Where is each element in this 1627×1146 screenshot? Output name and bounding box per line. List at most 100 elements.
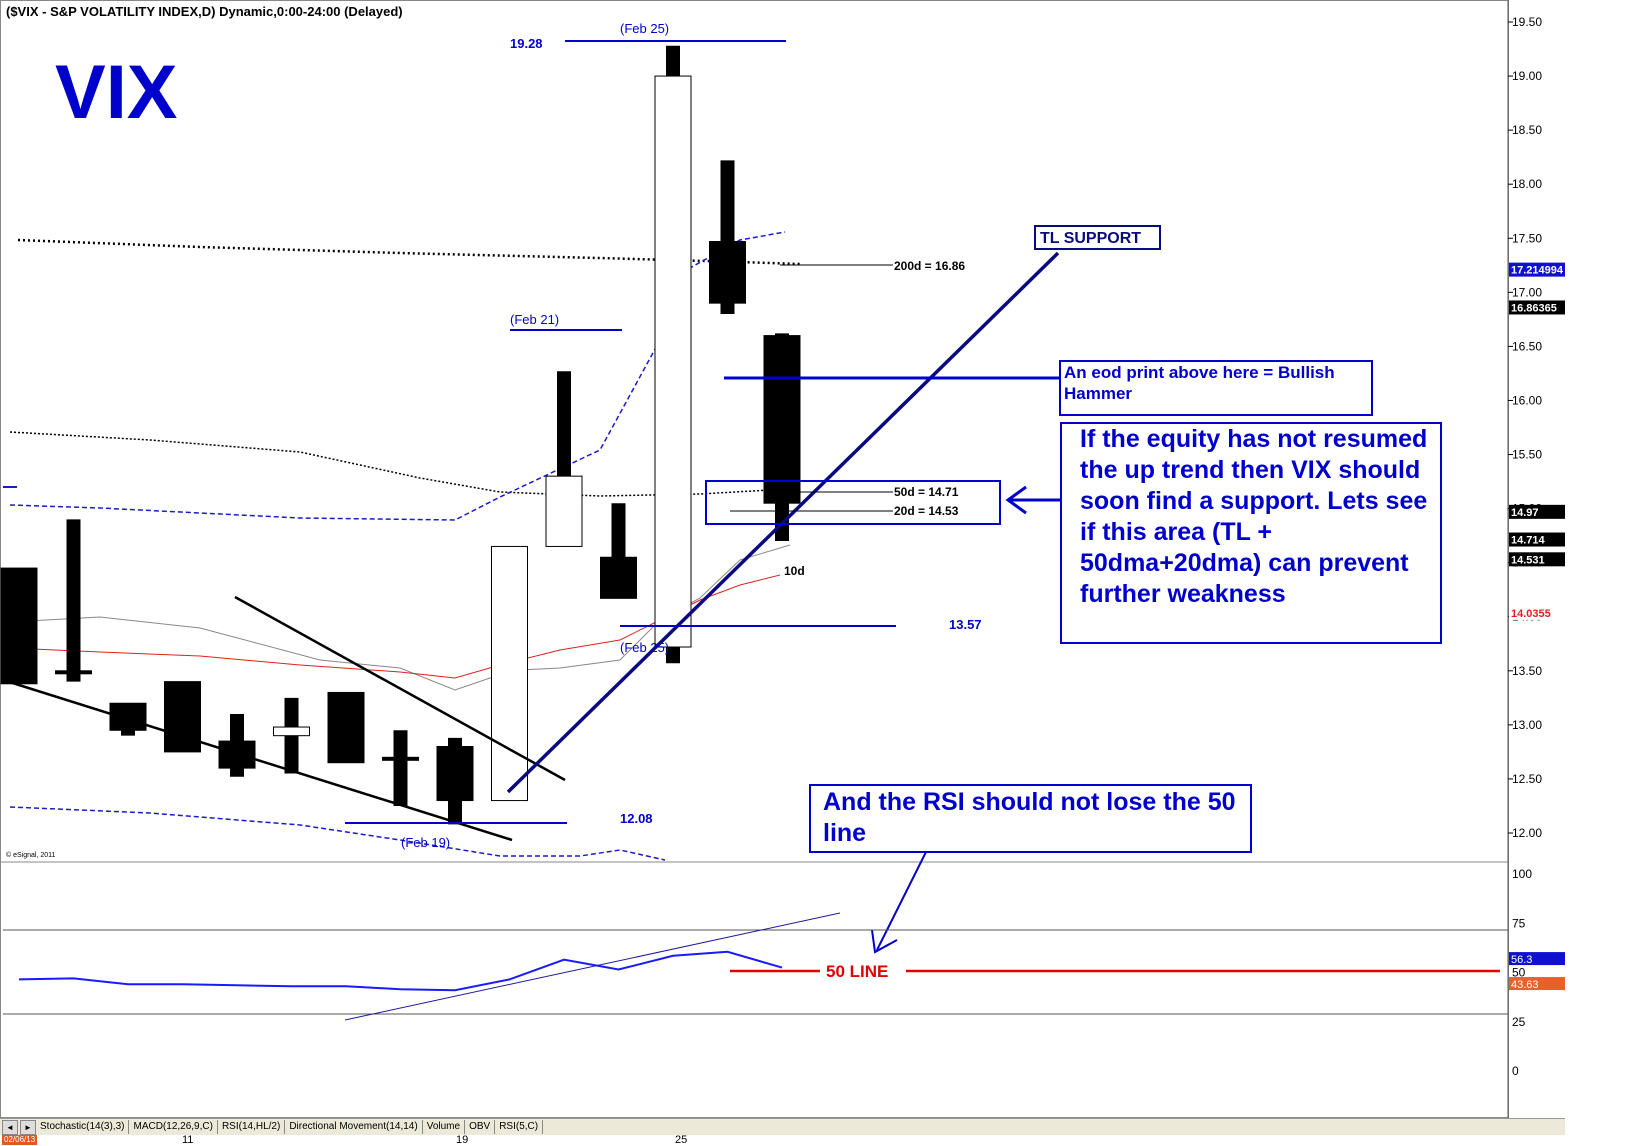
rsi-line — [18, 950, 783, 992]
label-feb19: (Feb 19) — [401, 835, 450, 850]
rsi-tag-bg — [1509, 977, 1565, 991]
rsi-arrow-shaft — [876, 851, 927, 951]
value-tag-text: 14.531 — [1511, 554, 1545, 566]
rsi-tag-bg — [1509, 952, 1565, 966]
price-tick-label: 17.00 — [1512, 285, 1542, 299]
rsi-tick-label: 100 — [1512, 867, 1532, 881]
value-tag-text: 14.0355 — [1511, 608, 1551, 620]
candle-body — [0, 567, 38, 685]
price-tick-label: 15.50 — [1512, 448, 1542, 462]
rsi-tick-label: 50 — [1512, 966, 1526, 980]
candle-body — [109, 702, 147, 731]
label-1208: 12.08 — [620, 811, 653, 826]
price-tick-label: 16.00 — [1512, 393, 1542, 407]
tl-support-label: TL SUPPORT — [1040, 230, 1141, 247]
tl-support-box — [1034, 225, 1161, 250]
bullish-hammer-text: An eod print above here = Bullish Hammer — [1064, 363, 1335, 403]
candle-body — [55, 670, 92, 675]
tab-rsi5[interactable]: RSI(5,C) — [495, 1120, 544, 1134]
tab-directional-movement[interactable]: Directional Movement(14,14) — [285, 1120, 423, 1134]
ma10-label: 10d — [784, 564, 805, 578]
vix-chart: ($VIX - S&P VOLATILITY INDEX,D) Dynamic,… — [0, 0, 1565, 1118]
rsi-tag-text: 43.63 — [1511, 979, 1539, 991]
label-feb21: (Feb 21) — [510, 312, 559, 327]
rsi-note-text-wrap: And the RSI should not lose the 50 line — [823, 788, 1236, 847]
rsi-tag-text: 56.3 — [1511, 954, 1532, 966]
value-tag-bg — [1509, 552, 1565, 567]
value-tag-text: 16.86365 — [1511, 302, 1557, 314]
value-tag-bg — [1509, 262, 1565, 277]
tl-support-line — [506, 251, 1060, 794]
label-feb25-top: (Feb 25) — [620, 21, 669, 36]
value-tag-text: 14.97 — [1511, 507, 1539, 519]
price-tick-label: 18.50 — [1512, 123, 1542, 137]
support-arrow-head — [1005, 485, 1027, 515]
fifty-line-label: 50 LINE — [826, 962, 888, 981]
price-tick-label: 17.50 — [1512, 231, 1542, 245]
rsi-axis: 100 75 50 25 0 — [1512, 867, 1532, 1078]
rsi-tick-label: 0 — [1512, 1064, 1519, 1078]
price-tick-label: 13.00 — [1512, 718, 1542, 732]
rsi-tick-label: 25 — [1512, 1015, 1526, 1029]
candle-body — [763, 335, 801, 504]
rsi-arrow-head — [871, 929, 898, 954]
chart-header: ($VIX - S&P VOLATILITY INDEX,D) Dynamic,… — [6, 4, 403, 19]
candle-body — [600, 556, 637, 599]
tab-obv[interactable]: OBV — [465, 1120, 496, 1134]
tab-macd[interactable]: MACD(12,26,9,C) — [129, 1120, 218, 1134]
price-tick-label: 12.00 — [1512, 826, 1542, 840]
big-vix-title: VIX — [55, 50, 178, 135]
indicator-tabs: ◄ ► Stochastic(14(3),3) MACD(12,26,9,C) … — [0, 1118, 1565, 1135]
price-axis: 19.50 19.00 18.50 18.00 17.50 17.00 16.50 16.00… — [1508, 15, 1542, 840]
value-tag-text: 14.714 — [1511, 535, 1546, 547]
candle-body — [491, 545, 528, 802]
candle-body — [654, 75, 692, 648]
tab-scroll-left-button[interactable]: ◄ — [2, 1119, 18, 1135]
bullish-hammer-box — [1059, 360, 1373, 416]
bullish-hammer-text-wrap: An eod print above here = Bullish Hammer — [1064, 363, 1335, 403]
ma20-label: 20d = 14.53 — [894, 504, 959, 518]
ma50-line — [9, 431, 800, 497]
candle-body — [545, 475, 583, 547]
channel-upper-line — [234, 595, 566, 782]
tab-stochastic[interactable]: Stochastic(14(3),3) — [36, 1120, 130, 1134]
rsi-note-box — [809, 784, 1252, 853]
candle-body — [382, 756, 419, 761]
support-note-text: If the equity has not resumed the up tre… — [1080, 425, 1428, 608]
value-tag-bg — [1509, 300, 1565, 315]
ma200-line — [17, 238, 801, 266]
rsi-trendline — [344, 912, 841, 1021]
copyright: © eSignal, 2011 — [6, 851, 56, 859]
value-tag-bg — [1509, 532, 1565, 547]
price-tick-label: 12.50 — [1512, 772, 1542, 786]
tab-scroll-right-button[interactable]: ► — [20, 1119, 36, 1135]
candle-body — [327, 691, 365, 764]
x-tick-25: 25 — [675, 1134, 688, 1146]
ma50-label: 50d = 14.71 — [894, 485, 959, 499]
date-badge: 02/06/13 — [2, 1135, 38, 1145]
price-tick-label: 13.50 — [1512, 664, 1542, 678]
lower-band — [9, 806, 666, 861]
label-1928: 19.28 — [510, 36, 543, 51]
candle-body — [273, 726, 310, 737]
x-tick-11: 11 — [182, 1134, 194, 1146]
ma200-label: 200d = 16.86 — [894, 259, 965, 273]
candle-body — [436, 745, 474, 802]
price-tick-label: 18.00 — [1512, 177, 1542, 191]
channel-lower-line — [2, 678, 513, 842]
value-tag-bg — [1509, 504, 1565, 519]
label-feb25-low: (Feb 25) — [620, 640, 669, 655]
tab-rsi[interactable]: RSI(14,HL/2) — [218, 1120, 286, 1134]
price-tick-label: 19.00 — [1512, 69, 1542, 83]
price-tick-label: 19.50 — [1512, 15, 1542, 29]
candles-group — [0, 45, 801, 825]
value-tags: 17.214994 16.86365 14.97 14.714 14.531 14.035… — [1509, 262, 1565, 991]
rsi-tick-label: 75 — [1512, 916, 1526, 930]
candle-body — [709, 241, 746, 304]
label-1357: 13.57 — [949, 617, 982, 632]
value-tag-text: 17.214994 — [1511, 265, 1564, 277]
price-tick-label: 16.50 — [1512, 339, 1542, 353]
support-note-text-wrap: If the equity has not resumed the up tre… — [1080, 425, 1428, 608]
tab-volume[interactable]: Volume — [423, 1120, 466, 1134]
support-note-box — [1060, 422, 1442, 644]
